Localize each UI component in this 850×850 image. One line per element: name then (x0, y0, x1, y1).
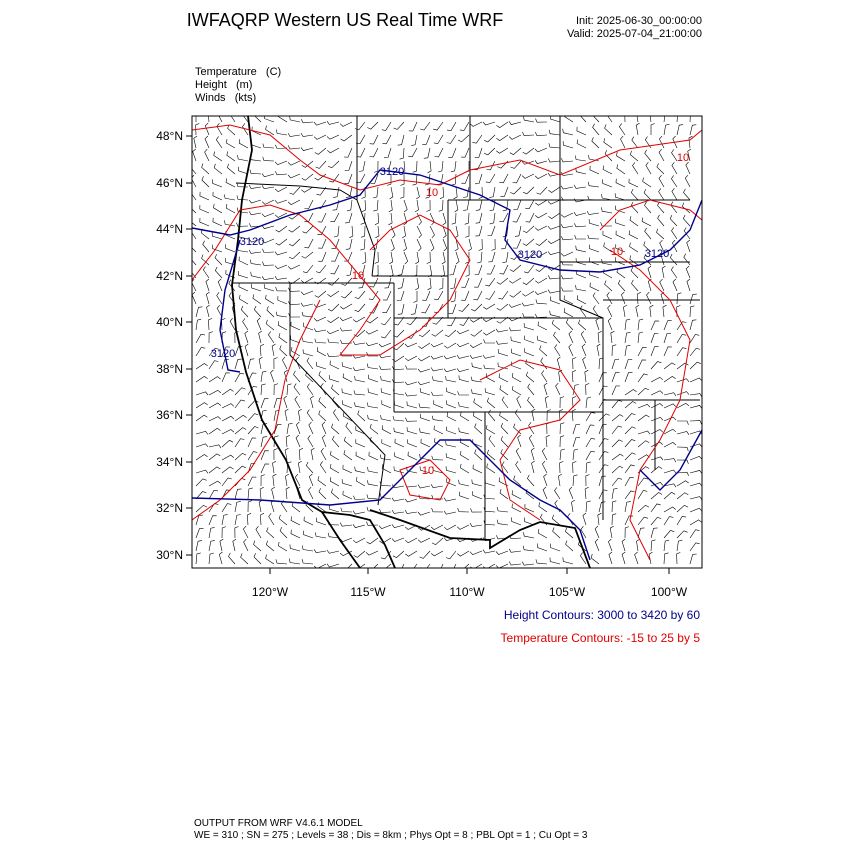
height-contours (192, 169, 702, 561)
height-contour-label: 3120 (645, 248, 669, 260)
wind-barbs (192, 116, 702, 568)
lat-label: 38°N (156, 362, 183, 376)
temperature-contours (192, 124, 702, 561)
temperature-contour-label: 10 (352, 270, 364, 282)
height-contour-label: 3120 (211, 348, 235, 360)
lat-label: 46°N (156, 176, 183, 190)
barb-field (192, 116, 702, 568)
temperature-contour-label: 10 (677, 152, 689, 164)
footer-settings: WE = 310 ; SN = 275 ; Levels = 38 ; Dis … (194, 830, 588, 841)
lon-label: 115°W (350, 585, 386, 599)
lon-label: 100°W (651, 585, 688, 599)
lat-label: 48°N (156, 129, 183, 143)
height-contour-label: 3120 (240, 236, 264, 248)
temperature-contour-label: 10 (426, 187, 438, 199)
contour-labels: 3120 3120 3120 3120 3120 10 10 10 10 10 (211, 152, 689, 477)
init-time: Init: 2025-06-30_00:00:00 (576, 15, 702, 27)
state-borders (232, 116, 700, 540)
map-area: 3120 3120 3120 3120 3120 10 10 10 10 10 (192, 116, 702, 568)
valid-time: Valid: 2025-07-04_21:00:00 (567, 28, 702, 40)
temperature-contour-label: 10 (422, 465, 434, 477)
height-contour-label: 3120 (518, 249, 542, 261)
lat-label: 44°N (156, 222, 183, 236)
height-contour-label: 3120 (380, 166, 404, 178)
lon-label: 110°W (449, 585, 485, 599)
lat-label: 32°N (156, 501, 183, 515)
lat-label: 30°N (156, 548, 183, 562)
lat-label: 42°N (156, 269, 183, 283)
temperature-contour-label: 10 (611, 246, 623, 258)
map-frame (191, 115, 703, 569)
lon-label: 105°W (549, 585, 586, 599)
coastline (231, 116, 591, 568)
axis-ticks: 48°N 46°N 44°N 42°N 40°N 38°N 36°N 34°N 32°N 30°N… (156, 129, 688, 599)
field-label: Temperature (C) (195, 66, 281, 78)
map-background (192, 116, 702, 568)
field-label: Height (m) (195, 79, 252, 91)
lat-label: 36°N (156, 408, 183, 422)
title: IWFAQRP Western US Real Time WRF (187, 10, 503, 30)
lat-label: 40°N (156, 315, 183, 329)
lon-label: 120°W (252, 585, 289, 599)
footer-model: OUTPUT FROM WRF V4.6.1 MODEL (194, 818, 363, 829)
lat-label: 34°N (156, 455, 183, 469)
temperature-legend: Temperature Contours: -15 to 25 by 5 (501, 631, 701, 645)
field-label: Winds (kts) (195, 92, 256, 104)
height-legend: Height Contours: 3000 to 3420 by 60 (504, 608, 700, 622)
